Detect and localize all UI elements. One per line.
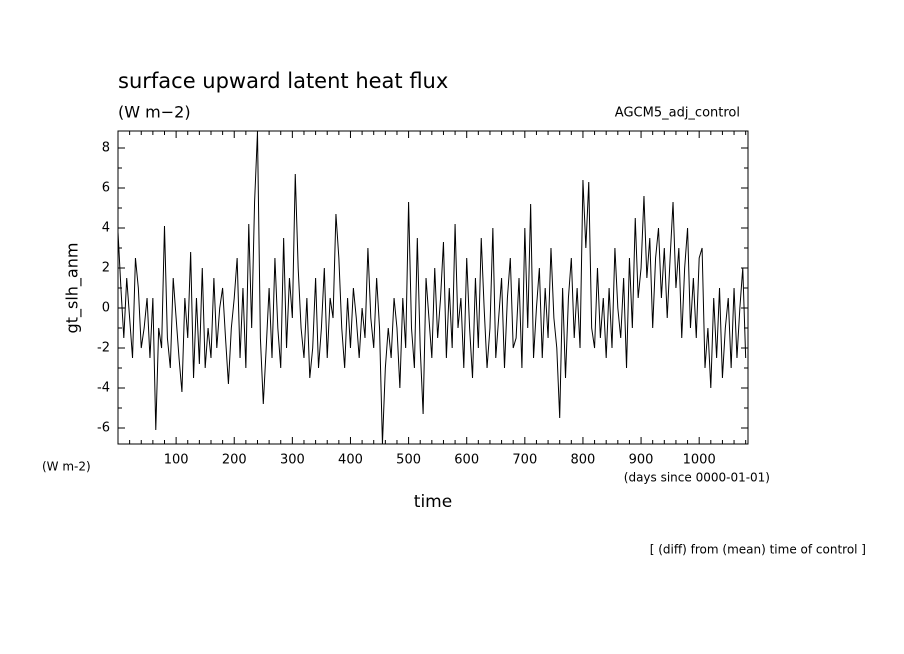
x-tick-label: 1000 bbox=[683, 453, 716, 468]
y-tick-label: -4 bbox=[97, 381, 110, 396]
footnote: [ (diff) from (mean) time of control ] bbox=[650, 543, 866, 557]
y-tick-label: 0 bbox=[102, 301, 110, 316]
x-tick-label: 600 bbox=[454, 453, 479, 468]
x-tick-label: 200 bbox=[222, 453, 247, 468]
x-unit: (days since 0000-01-01) bbox=[624, 471, 770, 485]
y-tick-label: -2 bbox=[97, 341, 110, 356]
y-tick-label: 8 bbox=[102, 141, 110, 156]
x-tick-label: 100 bbox=[164, 453, 189, 468]
x-tick-label: 700 bbox=[512, 453, 537, 468]
x-tick-label: 900 bbox=[629, 453, 654, 468]
chart-title: surface upward latent heat flux bbox=[118, 69, 448, 93]
x-tick-label: 500 bbox=[396, 453, 421, 468]
x-tick-label: 400 bbox=[338, 453, 363, 468]
data-line bbox=[117, 131, 747, 445]
x-axis-label: time bbox=[414, 492, 452, 512]
y-tick-label: 6 bbox=[102, 181, 110, 196]
y-tick-label: 2 bbox=[102, 261, 110, 276]
plot-frame bbox=[117, 130, 749, 445]
chart-subtitle: (W m−2) bbox=[118, 103, 191, 122]
y-axis-label: gt_slh_anm bbox=[63, 243, 83, 334]
y-unit: (W m-2) bbox=[42, 460, 91, 474]
x-tick-label: 300 bbox=[280, 453, 305, 468]
annotation: AGCM5_adj_control bbox=[615, 106, 740, 121]
y-tick-label: -6 bbox=[97, 421, 110, 436]
x-tick-label: 800 bbox=[571, 453, 596, 468]
y-tick-label: 4 bbox=[102, 221, 110, 236]
